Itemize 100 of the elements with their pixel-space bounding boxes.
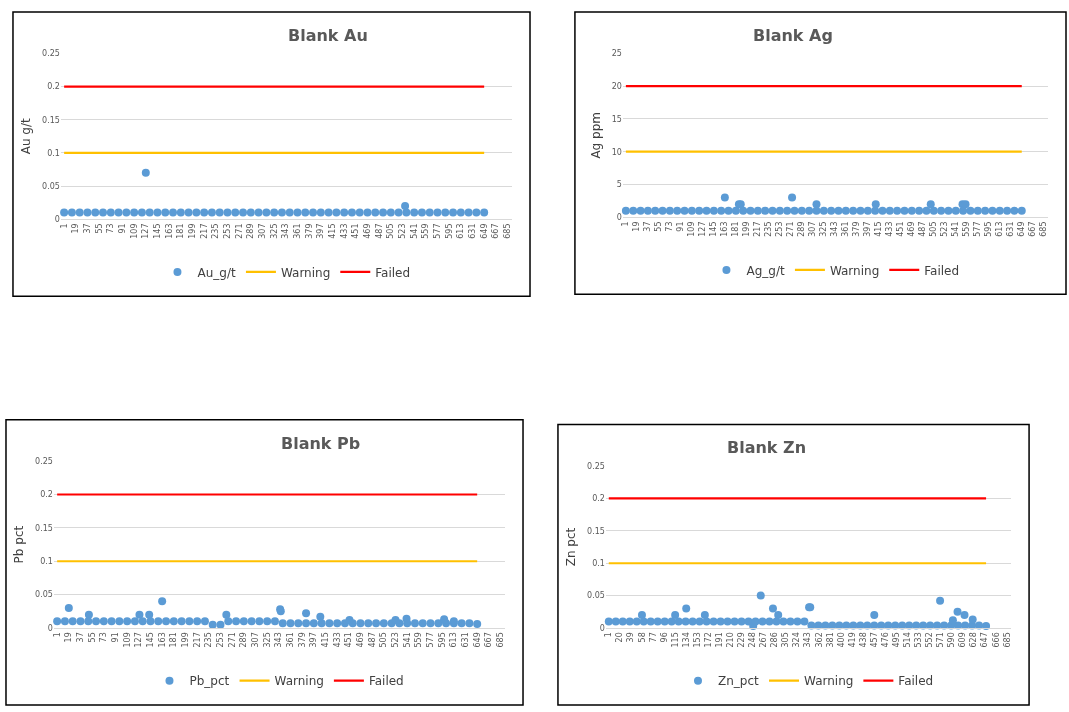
- x-tick-label: 595: [444, 223, 454, 239]
- x-tick-label: 451: [351, 223, 361, 239]
- x-tick-label: 433: [885, 221, 895, 237]
- point: [137, 208, 146, 217]
- chart-title: Blank Au: [288, 26, 368, 45]
- legend-label: Warning: [829, 263, 880, 278]
- x-tick-label: 523: [391, 632, 401, 648]
- x-tick-label: 451: [896, 221, 906, 237]
- legend-label: Failed: [898, 674, 934, 689]
- x-tick-label: 267: [759, 632, 769, 648]
- x-tick-label: 343: [274, 632, 284, 648]
- x-tick-label: 181: [169, 632, 179, 648]
- x-tick-label: 361: [293, 223, 303, 239]
- point: [293, 208, 302, 217]
- y-tick-label: 0.15: [35, 523, 53, 533]
- x-tick-label: 685: [1039, 221, 1049, 237]
- legend-label: Failed: [368, 674, 404, 689]
- x-tick-label: 77: [648, 632, 658, 643]
- x-tick-label: 559: [962, 221, 972, 237]
- y-tick-label: 20: [611, 81, 622, 91]
- point: [231, 208, 240, 217]
- x-tick-label: 415: [321, 632, 331, 648]
- x-tick-label: 433: [332, 632, 342, 648]
- x-tick-label: 559: [421, 223, 431, 239]
- x-tick-label: 667: [484, 632, 494, 648]
- point: [200, 208, 209, 217]
- x-tick-label: 127: [698, 221, 708, 237]
- x-tick-label: 91: [111, 632, 121, 643]
- x-tick-label: 415: [874, 221, 884, 237]
- legend-label: Warning: [274, 674, 324, 689]
- legend-label: Au_g/t: [197, 265, 236, 280]
- y-tick-label: 25: [611, 49, 622, 59]
- x-tick-label: 631: [1006, 221, 1016, 237]
- x-tick-label: 487: [367, 632, 377, 648]
- x-tick-label: 667: [491, 223, 501, 239]
- point: [176, 208, 185, 217]
- x-tick-label: 495: [892, 632, 902, 648]
- point: [456, 208, 465, 217]
- x-tick-label: 487: [374, 223, 384, 239]
- point: [223, 208, 232, 217]
- x-tick-label: 199: [742, 221, 752, 237]
- point: [301, 208, 310, 217]
- x-tick-label: 181: [176, 223, 186, 239]
- x-tick-label: 1: [604, 632, 614, 638]
- x-tick-label: 324: [792, 632, 802, 648]
- x-tick-label: 541: [409, 223, 419, 239]
- x-tick-label: 289: [239, 632, 249, 648]
- x-tick-label: 307: [808, 221, 818, 237]
- chart-title: Blank Pb: [281, 434, 361, 453]
- x-tick-label: 361: [286, 632, 296, 648]
- x-tick-label: 253: [216, 632, 226, 648]
- y-tick-label: 0.15: [587, 526, 605, 536]
- x-tick-label: 210: [726, 632, 736, 648]
- legend-label: Zn_pct: [717, 674, 760, 689]
- point: [363, 208, 372, 217]
- y-tick-label: 15: [611, 114, 622, 124]
- y-tick-label: 5: [616, 180, 622, 190]
- x-tick-label: 163: [720, 221, 730, 237]
- x-tick-label: 552: [925, 632, 935, 648]
- x-tick-label: 217: [199, 223, 209, 239]
- x-tick-label: 523: [940, 221, 950, 237]
- point: [215, 208, 224, 217]
- x-tick-label: 235: [204, 632, 214, 648]
- x-tick-label: 1: [621, 221, 631, 227]
- x-tick-label: 325: [269, 223, 279, 239]
- x-tick-label: 361: [841, 221, 851, 237]
- x-tick-label: 631: [461, 632, 471, 648]
- x-tick-label: 37: [76, 632, 86, 643]
- x-tick-label: 307: [251, 632, 261, 648]
- point: [153, 208, 162, 217]
- y-tick-label: 0.1: [40, 557, 53, 567]
- point: [83, 208, 92, 217]
- point: [114, 208, 123, 217]
- x-tick-label: 325: [262, 632, 272, 648]
- x-tick-label: 419: [847, 632, 857, 648]
- x-tick-label: 649: [479, 223, 489, 239]
- x-tick-label: 191: [715, 632, 725, 648]
- y-tick-label: 10: [611, 147, 622, 157]
- y-tick-label: 0.25: [587, 461, 605, 471]
- x-tick-label: 19: [64, 632, 74, 643]
- point: [425, 208, 434, 217]
- y-tick-label: 0: [599, 623, 605, 633]
- legend-label: Warning: [280, 265, 331, 280]
- x-tick-label: 145: [146, 632, 156, 648]
- x-tick-label: 55: [94, 223, 104, 234]
- point: [464, 208, 473, 217]
- point: [270, 208, 279, 217]
- point: [285, 208, 294, 217]
- x-tick-label: 379: [304, 223, 314, 239]
- x-tick-label: 397: [316, 223, 326, 239]
- x-tick-label: 400: [836, 632, 846, 648]
- y-tick-label: 0: [47, 623, 53, 633]
- x-tick-label: 127: [134, 632, 144, 648]
- point: [99, 208, 108, 217]
- x-tick-label: 235: [764, 221, 774, 237]
- point: [91, 208, 100, 217]
- x-tick-label: 438: [858, 632, 868, 648]
- x-tick-label: 271: [786, 221, 796, 237]
- x-tick-label: 666: [991, 632, 1001, 648]
- y-axis-title: Pb pct: [12, 525, 27, 564]
